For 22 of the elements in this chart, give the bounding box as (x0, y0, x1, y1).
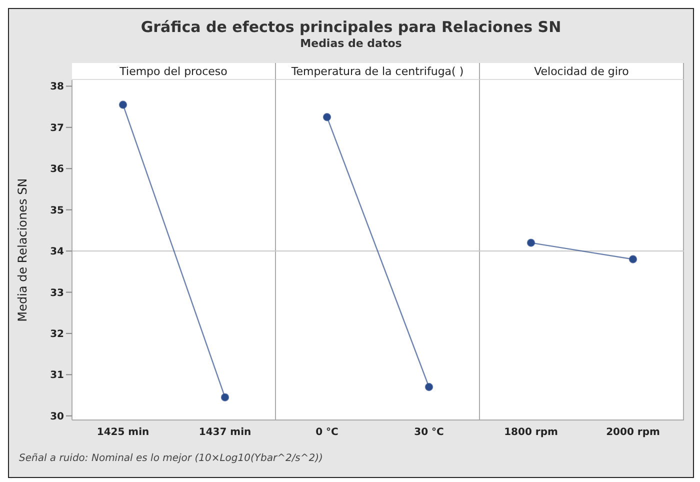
x-axis-title: Velocidad de giro (480, 63, 684, 80)
chart-subtitle: Medias de datos (299, 37, 403, 50)
text: Gráfica de efectos principales para Relaciones SN (140, 18, 562, 36)
x-axis-title: Temperatura de la centrifuga( ) (276, 63, 480, 80)
y-tick-label: 31 (50, 370, 64, 382)
x-tick-label: 1425 min (96, 427, 150, 438)
x-tick-label: 2000 rpm (606, 427, 660, 438)
y-tick-label: 36 (50, 164, 64, 176)
y-tick-label: 30 (50, 411, 64, 422)
y-tick-label: 32 (50, 329, 64, 340)
y-tick-label: 38 (50, 82, 64, 93)
y-tick-label: 35 (50, 205, 64, 216)
x-tick-label: 1437 min (198, 427, 252, 438)
x-tick-label: 0 °C (316, 427, 338, 438)
x-tick-label: 1800 rpm (504, 427, 558, 438)
x-tick-label: 30 °C (414, 427, 444, 438)
y-tick-label: 33 (50, 288, 64, 299)
y-tick-label: 37 (50, 122, 64, 134)
y-axis-title: Media de Relaciones SN (15, 178, 30, 322)
x-axis-title: Tiempo del proceso (72, 63, 276, 80)
text: Señal a ruido: Nominal es lo mejor (10×Log10(Ybar^2/s^2)) (19, 453, 323, 464)
y-tick-label: 34 (50, 246, 64, 258)
